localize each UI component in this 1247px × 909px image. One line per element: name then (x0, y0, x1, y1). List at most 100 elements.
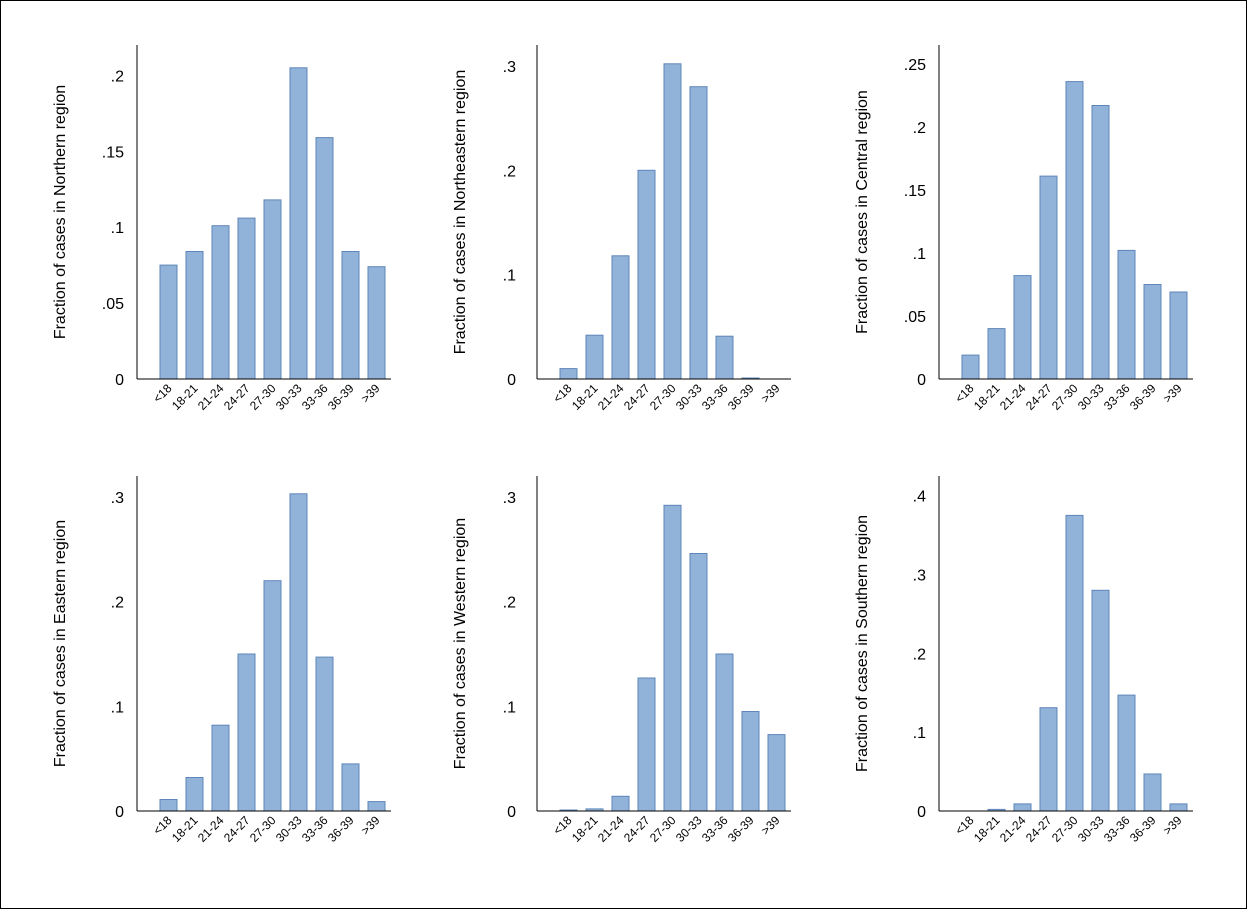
bar (663, 63, 682, 380)
bar (559, 368, 578, 380)
category-label: 27-30 (1049, 813, 1081, 845)
category-label: 21-24 (195, 381, 227, 413)
category-label: 36-39 (725, 813, 757, 845)
bar (741, 711, 760, 812)
y-tick-label: .1 (503, 699, 516, 716)
category-label: >39 (1160, 813, 1185, 838)
y-axis-title: Fraction of cases in Western region (452, 518, 469, 769)
bar (637, 169, 656, 380)
bar (715, 335, 734, 380)
bar (1143, 284, 1162, 380)
category-label: 30-33 (673, 381, 705, 413)
y-tick-label: .2 (913, 646, 926, 663)
category-label: 30-33 (273, 381, 305, 413)
bar (715, 653, 734, 812)
y-tick-label: .2 (503, 163, 516, 180)
category-label: 33-36 (1101, 381, 1133, 413)
y-tick-label: .1 (913, 725, 926, 742)
bar (185, 777, 204, 812)
bar (1013, 803, 1032, 812)
category-label: 33-36 (299, 381, 331, 413)
bar (367, 801, 386, 812)
category-label: >39 (758, 381, 783, 406)
y-tick-label: 0 (917, 804, 926, 821)
bar (637, 677, 656, 812)
y-tick-label: .25 (904, 57, 926, 74)
category-label: 30-33 (1075, 381, 1107, 413)
y-tick-label: .3 (503, 59, 516, 76)
y-tick-label: .1 (913, 246, 926, 263)
category-label: 18-21 (169, 381, 201, 413)
y-axis-title: Fraction of cases in Southern region (854, 515, 871, 772)
bar (767, 734, 786, 812)
category-label: 33-36 (699, 813, 731, 845)
y-tick-label: .1 (111, 699, 124, 716)
y-tick-label: 0 (115, 372, 124, 389)
bar (315, 656, 334, 812)
category-label: >39 (1160, 381, 1185, 406)
y-tick-label: .3 (111, 490, 124, 507)
category-label: 24-27 (221, 381, 253, 413)
bar (611, 795, 630, 812)
bar (237, 653, 256, 812)
bar (1065, 514, 1084, 812)
category-label: 36-39 (325, 381, 357, 413)
y-tick-label: 0 (917, 372, 926, 389)
category-label: 21-24 (997, 381, 1029, 413)
y-tick-label: .2 (913, 120, 926, 137)
bar (611, 255, 630, 380)
category-label: 24-27 (221, 813, 253, 845)
category-label: 36-39 (325, 813, 357, 845)
y-tick-label: .05 (904, 309, 926, 326)
category-label: 24-27 (621, 813, 653, 845)
bar (1169, 291, 1188, 380)
category-label: >39 (758, 813, 783, 838)
y-tick-label: .2 (111, 595, 124, 612)
category-label: 27-30 (647, 381, 679, 413)
category-label: 33-36 (1101, 813, 1133, 845)
y-axis-title: Fraction of cases in Central region (854, 90, 871, 334)
category-label: 18-21 (569, 381, 601, 413)
y-tick-label: .4 (913, 489, 926, 506)
y-tick-label: .3 (913, 568, 926, 585)
bar (1091, 589, 1110, 812)
bar (1169, 803, 1188, 812)
bar (1039, 707, 1058, 812)
category-label: 30-33 (273, 813, 305, 845)
y-tick-label: .15 (102, 144, 124, 161)
y-tick-label: 0 (507, 372, 516, 389)
bar (585, 334, 604, 380)
category-label: 18-21 (971, 813, 1003, 845)
bar (211, 724, 230, 812)
bar (159, 264, 178, 380)
y-tick-label: .15 (904, 183, 926, 200)
y-axis-title: Fraction of cases in Northern region (52, 85, 69, 339)
bar (159, 799, 178, 812)
bar (1091, 105, 1110, 380)
bar (663, 504, 682, 812)
y-axis-title: Fraction of cases in Northeastern region (452, 70, 469, 355)
category-label: 21-24 (595, 813, 627, 845)
y-tick-label: .2 (503, 595, 516, 612)
category-label: 27-30 (247, 813, 279, 845)
bar (263, 199, 282, 380)
category-label: 24-27 (621, 381, 653, 413)
bar (1013, 275, 1032, 380)
category-label: 24-27 (1023, 381, 1055, 413)
category-label: 36-39 (1127, 813, 1159, 845)
category-label: 27-30 (247, 381, 279, 413)
bar (289, 493, 308, 812)
y-tick-label: 0 (507, 804, 516, 821)
category-label: 18-21 (169, 813, 201, 845)
bar (689, 553, 708, 812)
bar (237, 217, 256, 380)
bar (689, 86, 708, 380)
bar (1065, 81, 1084, 380)
